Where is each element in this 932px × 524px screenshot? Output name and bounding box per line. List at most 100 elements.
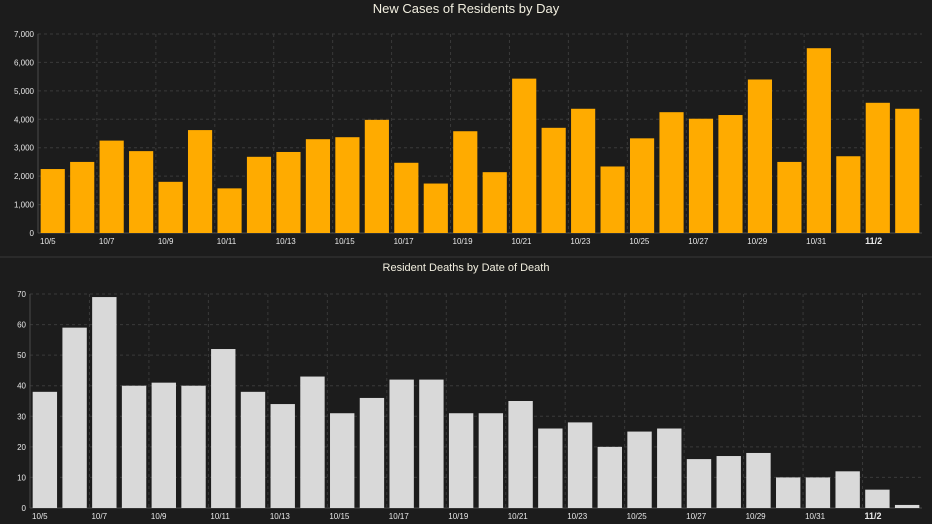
- bar-11-1[interactable]: [835, 471, 860, 508]
- bar-10-7[interactable]: [92, 297, 117, 508]
- y-tick-label: 0: [30, 229, 35, 238]
- bar-10-25[interactable]: [629, 138, 655, 233]
- bar-10-28[interactable]: [716, 456, 741, 508]
- y-tick-label: 4,000: [14, 115, 35, 124]
- bar-10-26[interactable]: [657, 428, 682, 508]
- bar-10-20[interactable]: [482, 172, 507, 233]
- bar-10-28[interactable]: [718, 115, 743, 233]
- x-tick-label: 10/15: [335, 237, 356, 246]
- x-tick-label: 10/17: [394, 237, 415, 246]
- bar-10-23[interactable]: [571, 108, 596, 233]
- bar-10-13[interactable]: [270, 404, 295, 508]
- bar-10-5[interactable]: [40, 169, 65, 233]
- y-tick-label: 30: [17, 412, 26, 421]
- resident-deaths-panel: Resident Deaths by Date of Death 0 10 20 30…: [0, 258, 932, 524]
- bar-10-20[interactable]: [478, 413, 504, 508]
- bar-10-16[interactable]: [364, 119, 389, 233]
- bar-10-21[interactable]: [508, 401, 533, 508]
- y-tick-label: 3,000: [14, 144, 35, 153]
- new-cases-panel: New Cases of Residents by Day 0 1,000 2,00…: [0, 0, 932, 256]
- x-tick-label: 10/11: [217, 237, 237, 246]
- bar-10-6[interactable]: [70, 161, 95, 233]
- bar-10-22[interactable]: [538, 428, 563, 508]
- y-tick-label: 60: [17, 321, 26, 330]
- bar-10-30[interactable]: [776, 477, 801, 508]
- bar-10-23[interactable]: [567, 422, 593, 508]
- bar-10-21[interactable]: [512, 78, 537, 233]
- bar-10-22[interactable]: [541, 127, 566, 233]
- bar-10-12[interactable]: [246, 156, 272, 233]
- y-tick-label: 50: [17, 351, 26, 360]
- bar-10-30[interactable]: [777, 161, 802, 233]
- bar-11-2[interactable]: [865, 489, 890, 508]
- bar-10-19[interactable]: [448, 413, 474, 508]
- bar-10-16[interactable]: [359, 397, 385, 508]
- bar-10-24[interactable]: [600, 166, 625, 233]
- bar-10-18[interactable]: [423, 183, 448, 233]
- y-tick-label: 7,000: [14, 30, 35, 39]
- bar-11-1[interactable]: [836, 156, 861, 233]
- bar-10-13[interactable]: [276, 151, 301, 233]
- x-tick-label: 10/27: [686, 512, 707, 521]
- x-tick-label: 10/5: [40, 237, 56, 246]
- x-tick-label: 10/31: [805, 512, 826, 521]
- bar-10-26[interactable]: [659, 112, 684, 233]
- x-tick-label: 10/7: [91, 512, 107, 521]
- y-tick-label: 70: [17, 290, 26, 299]
- bar-10-15[interactable]: [335, 137, 360, 233]
- bar-10-19[interactable]: [453, 131, 478, 233]
- bar-11-2[interactable]: [865, 102, 890, 233]
- bar-10-25[interactable]: [627, 431, 652, 508]
- x-tick-label: 10/29: [746, 512, 767, 521]
- x-tick-label: 10/15: [329, 512, 350, 521]
- bar-10-17[interactable]: [394, 162, 419, 233]
- bar-10-15[interactable]: [330, 413, 355, 508]
- x-tick-label: 10/25: [627, 512, 648, 521]
- x-tick-label: 10/11: [210, 512, 230, 521]
- x-tick-label: 11/2: [865, 236, 882, 246]
- x-tick-label: 10/31: [806, 237, 827, 246]
- bar-10-8[interactable]: [129, 151, 154, 233]
- x-tick-label: 10/27: [688, 237, 709, 246]
- x-tick-label: 10/13: [270, 512, 291, 521]
- x-tick-label: 10/9: [158, 237, 174, 246]
- bar-10-24[interactable]: [597, 446, 622, 508]
- bar-10-7[interactable]: [99, 140, 124, 233]
- panel-divider: [0, 256, 932, 258]
- bar-10-31[interactable]: [806, 48, 831, 233]
- bar-10-5[interactable]: [32, 391, 58, 508]
- bar-10-8[interactable]: [121, 385, 147, 508]
- x-tick-label: 11/2: [865, 511, 882, 521]
- bar-10-31[interactable]: [805, 477, 831, 508]
- bar-10-11[interactable]: [211, 349, 236, 508]
- bar-10-27[interactable]: [688, 118, 714, 233]
- y-tick-label: 5,000: [14, 87, 35, 96]
- bar-11-3[interactable]: [894, 504, 920, 508]
- bar-10-29[interactable]: [746, 452, 771, 508]
- bar-11-3[interactable]: [895, 108, 920, 233]
- bar-10-9[interactable]: [158, 181, 183, 233]
- bar-10-6[interactable]: [62, 327, 87, 508]
- bar-10-27[interactable]: [686, 459, 712, 508]
- x-tick-label: 10/23: [567, 512, 588, 521]
- x-tick-label: 10/5: [32, 512, 48, 521]
- bar-10-9[interactable]: [151, 382, 176, 508]
- x-tick-label: 10/19: [453, 237, 474, 246]
- x-tick-label: 10/21: [511, 237, 532, 246]
- resident-deaths-chart-title: Resident Deaths by Date of Death: [382, 262, 550, 274]
- bar-10-12[interactable]: [240, 391, 266, 508]
- y-tick-label: 6,000: [14, 58, 35, 67]
- x-tick-label: 10/25: [629, 237, 650, 246]
- bar-10-14[interactable]: [305, 139, 331, 233]
- bar-10-29[interactable]: [747, 79, 773, 233]
- bar-10-17[interactable]: [389, 379, 414, 508]
- x-tick-label: 10/21: [508, 512, 529, 521]
- bar-10-10[interactable]: [187, 130, 213, 233]
- bar-10-14[interactable]: [300, 376, 325, 508]
- x-tick-label: 10/13: [276, 237, 297, 246]
- bar-10-11[interactable]: [217, 188, 242, 233]
- new-cases-chart-title: New Cases of Residents by Day: [372, 1, 560, 16]
- bar-10-18[interactable]: [419, 379, 444, 508]
- bar-10-10[interactable]: [181, 385, 206, 508]
